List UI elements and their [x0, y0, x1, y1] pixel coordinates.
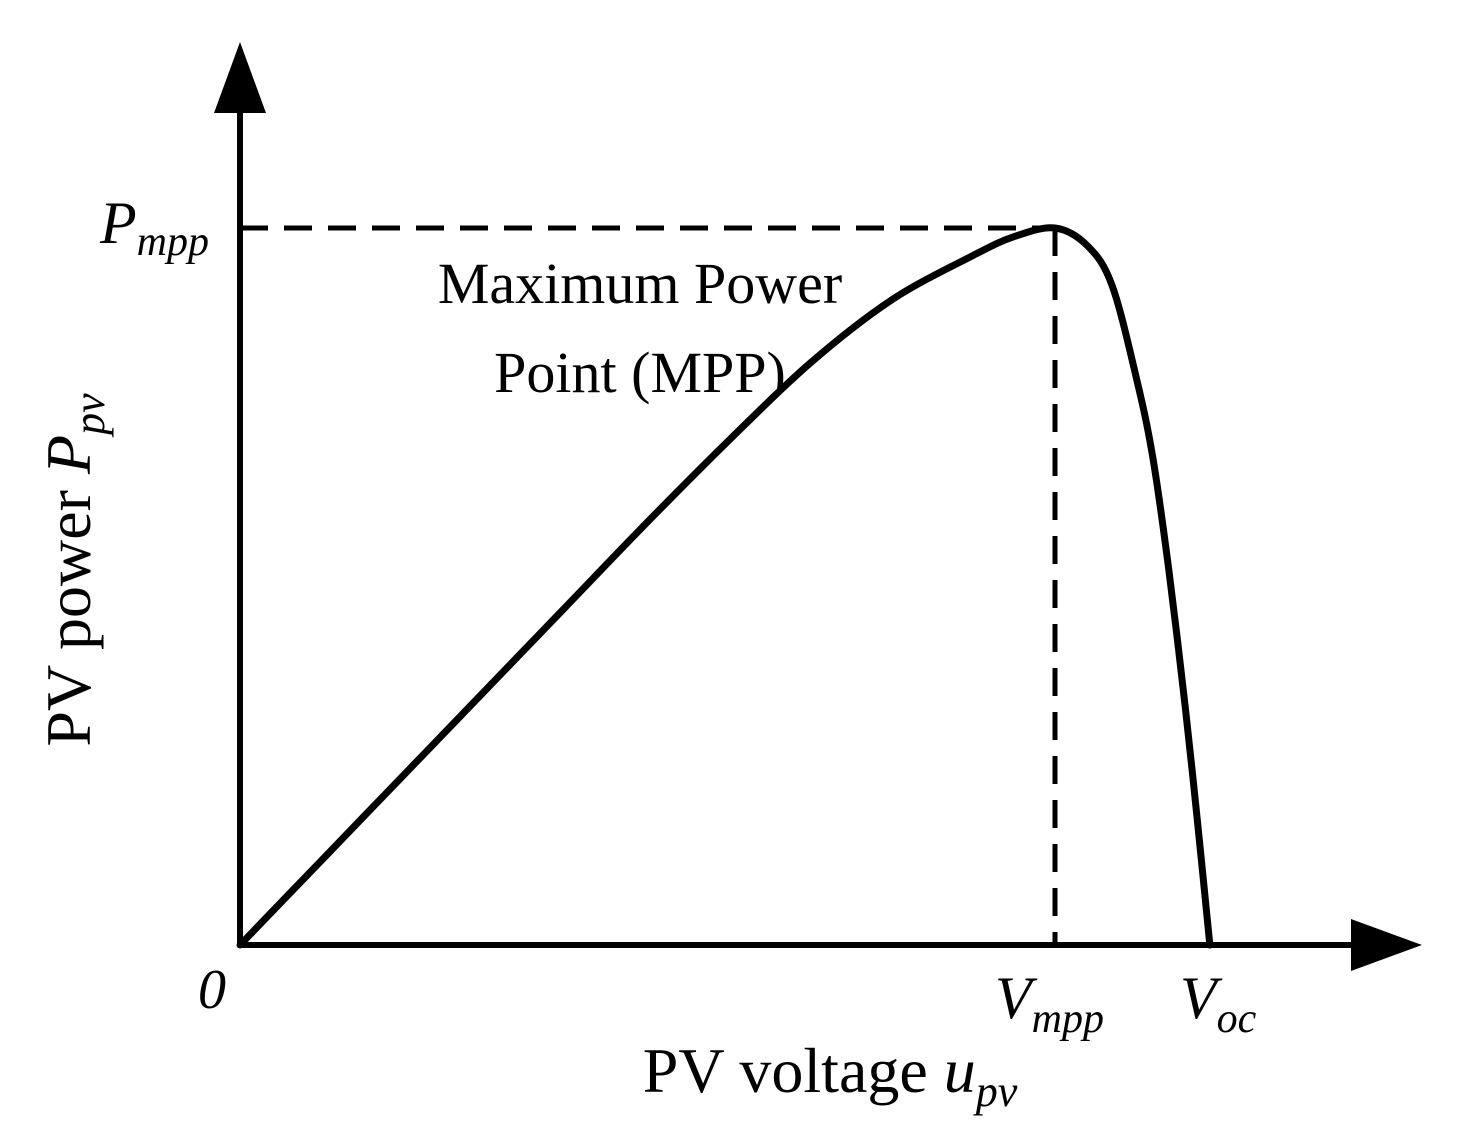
mpp-annotation-line1: Maximum Power [438, 251, 842, 316]
x-axis-label-symbol: u [944, 1035, 976, 1106]
origin-label: 0 [198, 959, 226, 1021]
x-axis-arrow [1351, 919, 1422, 971]
y-axis-arrow [214, 42, 266, 113]
y-axis-label-subscript: pv [65, 393, 114, 438]
y-tick-pmpp: Pmpp [99, 190, 209, 265]
x-axis-label: PV voltage upv [643, 1035, 1018, 1116]
mpp-annotation-line2: Point (MPP) [494, 340, 786, 405]
x-axis-label-subscript: pv [973, 1067, 1018, 1116]
y-axis-label: PV power Ppv [33, 393, 114, 747]
pv-curve-series-0 [236, 224, 1214, 949]
x-axis-label-main: PV voltage [643, 1035, 944, 1106]
x-tick-voc-symbol: V [1180, 965, 1223, 1031]
x-tick-voc-subscript: oc [1217, 996, 1257, 1042]
x-tick-vmpp: Vmpp [995, 965, 1104, 1042]
x-tick-vmpp-subscript: mpp [1032, 996, 1104, 1042]
y-tick-pmpp-subscript: mpp [137, 219, 209, 265]
y-tick-pmpp-symbol: P [99, 190, 137, 256]
x-tick-vmpp-symbol: V [995, 965, 1038, 1031]
y-axis-label-main: PV power [33, 474, 104, 747]
x-tick-voc: Voc [1180, 965, 1257, 1042]
y-axis-label-symbol: P [33, 435, 104, 475]
plot-area [214, 42, 1422, 971]
